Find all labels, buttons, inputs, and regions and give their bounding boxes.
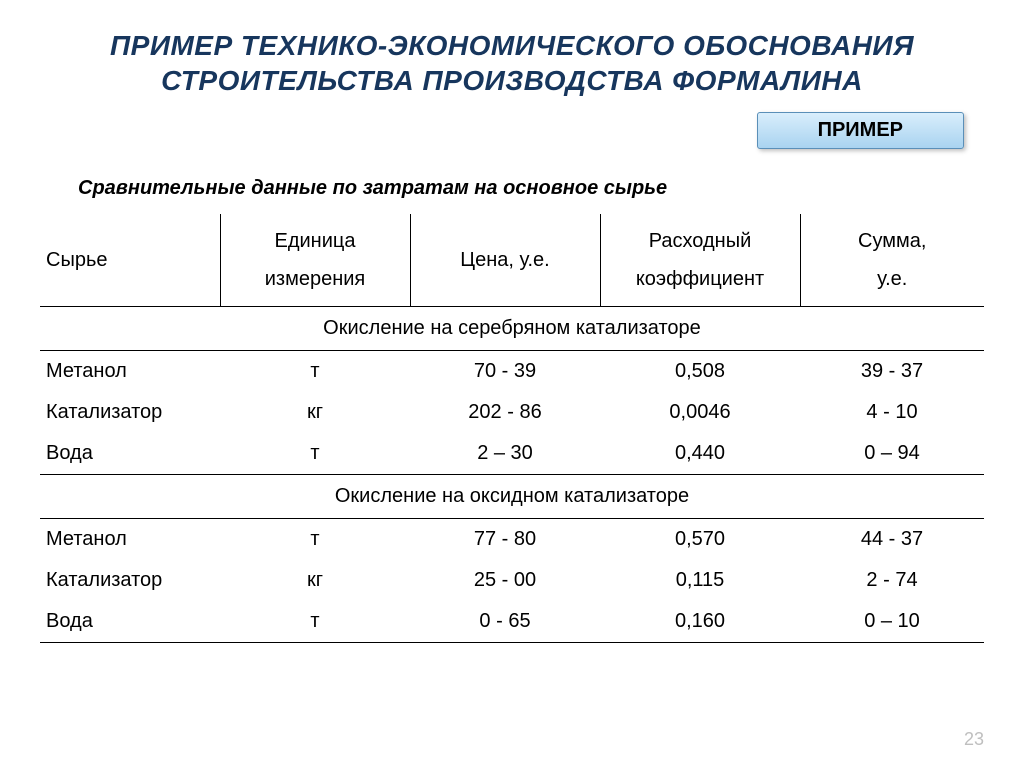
table-row: Катализатор кг 25 - 00 0,115 2 - 74 [40,560,984,601]
table-row: Вода т 2 – 30 0,440 0 – 94 [40,433,984,475]
cell-unit: т [220,601,410,643]
slide-title: ПРИМЕР ТЕХНИКО-ЭКОНОМИЧЕСКОГО ОБОСНОВАНИ… [40,28,984,98]
cell-raw: Вода [40,601,220,643]
cell-unit: кг [220,392,410,433]
page-number: 23 [964,729,984,750]
cell-unit: кг [220,560,410,601]
section-row: Окисление на оксидном катализаторе [40,475,984,519]
cost-table: Сырье Единица измерения Цена, у.е. Расхо… [40,214,984,643]
example-badge: ПРИМЕР [757,112,964,149]
title-line-1: ПРИМЕР ТЕХНИКО-ЭКОНОМИЧЕСКОГО ОБОСНОВАНИ… [110,30,914,61]
col-header-coef-l2: коэффициент [636,268,764,290]
cell-coef: 0,440 [600,433,800,475]
table-row: Вода т 0 - 65 0,160 0 – 10 [40,601,984,643]
section-row: Окисление на серебряном катализаторе [40,307,984,351]
cell-sum: 44 - 37 [800,519,984,561]
cell-coef: 0,160 [600,601,800,643]
table-header-row: Сырье Единица измерения Цена, у.е. Расхо… [40,214,984,307]
cell-price: 0 - 65 [410,601,600,643]
col-header-unit-l2: измерения [265,268,366,290]
col-header-sum-l2: у.е. [877,268,907,290]
cell-raw: Катализатор [40,560,220,601]
table-caption: Сравнительные данные по затратам на осно… [78,177,984,200]
badge-container: ПРИМЕР [40,112,984,149]
cell-raw: Катализатор [40,392,220,433]
cell-sum: 2 - 74 [800,560,984,601]
cell-coef: 0,115 [600,560,800,601]
cell-sum: 0 – 94 [800,433,984,475]
cell-raw: Метанол [40,519,220,561]
cell-unit: т [220,351,410,393]
section-2-title: Окисление на оксидном катализаторе [40,475,984,519]
cell-sum: 0 – 10 [800,601,984,643]
cell-coef: 0,508 [600,351,800,393]
col-header-raw: Сырье [40,214,220,307]
section-1-title: Окисление на серебряном катализаторе [40,307,984,351]
cell-coef: 0,0046 [600,392,800,433]
cell-price: 202 - 86 [410,392,600,433]
cell-price: 70 - 39 [410,351,600,393]
table-row: Катализатор кг 202 - 86 0,0046 4 - 10 [40,392,984,433]
col-header-coef-l1: Расходный [649,230,752,252]
col-header-unit: Единица измерения [220,214,410,307]
col-header-unit-l1: Единица [275,230,356,252]
cell-raw: Вода [40,433,220,475]
cell-raw: Метанол [40,351,220,393]
col-header-sum-l1: Сумма, [858,230,926,252]
col-header-coef: Расходный коэффициент [600,214,800,307]
cell-unit: т [220,519,410,561]
col-header-sum: Сумма, у.е. [800,214,984,307]
table-row: Метанол т 77 - 80 0,570 44 - 37 [40,519,984,561]
cell-unit: т [220,433,410,475]
cell-price: 77 - 80 [410,519,600,561]
col-header-price: Цена, у.е. [410,214,600,307]
cell-coef: 0,570 [600,519,800,561]
cell-sum: 4 - 10 [800,392,984,433]
cell-sum: 39 - 37 [800,351,984,393]
slide: ПРИМЕР ТЕХНИКО-ЭКОНОМИЧЕСКОГО ОБОСНОВАНИ… [0,0,1024,768]
table-row: Метанол т 70 - 39 0,508 39 - 37 [40,351,984,393]
cell-price: 2 – 30 [410,433,600,475]
title-line-2: СТРОИТЕЛЬСТВА ПРОИЗВОДСТВА ФОРМАЛИНА [161,65,863,96]
cell-price: 25 - 00 [410,560,600,601]
